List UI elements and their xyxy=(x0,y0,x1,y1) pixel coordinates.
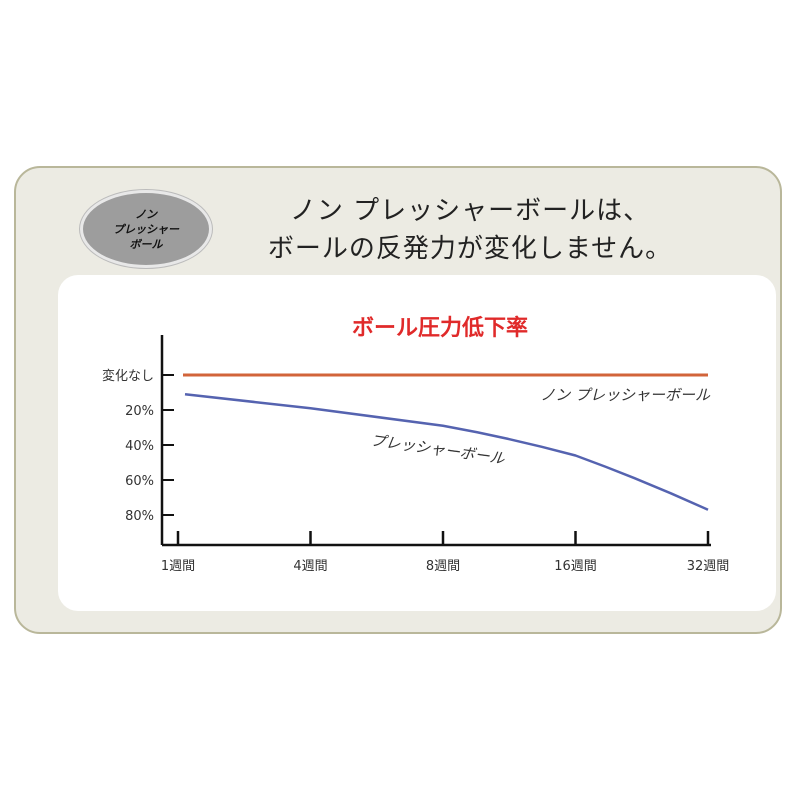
badge-text: ノン プレッシャー ボール xyxy=(113,207,179,251)
y-tick-label: 60% xyxy=(125,474,154,489)
y-tick-label: 80% xyxy=(125,509,154,524)
x-tick-label: 8週間 xyxy=(426,559,460,574)
y-tick-label: 20% xyxy=(125,404,154,419)
chart-title: ボール圧力低下率 xyxy=(352,315,528,341)
series-label-non-pressure: ノン プレッシャーボール xyxy=(540,386,711,404)
series-label-pressure: プレッシャーボール xyxy=(369,431,506,468)
series-line-1 xyxy=(184,393,709,511)
headline-line2: ボールの反発力が変化しません。 xyxy=(267,234,673,264)
headline: ノン プレッシャーボールは、 ボールの反発力が変化しません。 xyxy=(230,192,710,268)
x-tick-label: 1週間 xyxy=(161,559,195,574)
x-tick-label: 4週間 xyxy=(293,559,327,574)
headline-line1: ノン プレッシャーボールは、 xyxy=(289,196,651,226)
chart-panel xyxy=(58,275,776,611)
x-tick-label: 16週間 xyxy=(554,559,597,574)
x-tick-label: 32週間 xyxy=(687,559,730,574)
y-tick-label: 40% xyxy=(125,439,154,454)
non-pressure-ball-badge: ノン プレッシャー ボール xyxy=(80,190,212,268)
y-tick-label: 変化なし xyxy=(102,368,154,384)
